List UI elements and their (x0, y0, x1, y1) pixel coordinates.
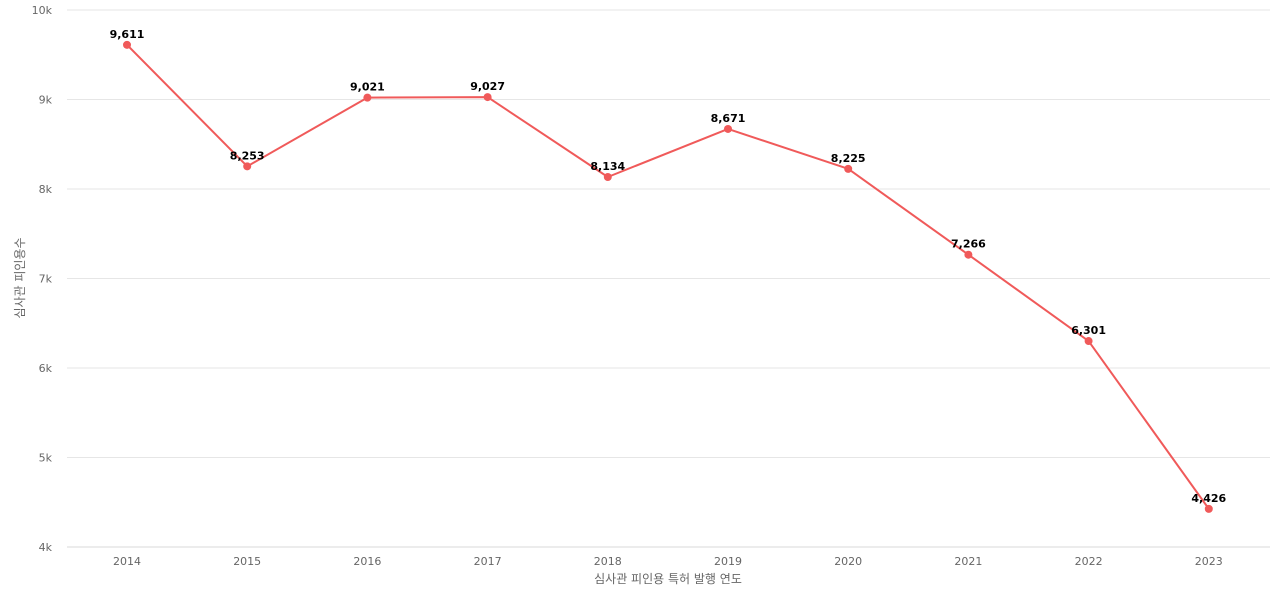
y-axis-ticks: 4k 5k 6k 7k 8k 9k 10k (32, 4, 53, 554)
data-point[interactable] (1204, 504, 1213, 513)
x-tick-label: 2016 (353, 555, 381, 568)
x-tick-label: 2022 (1075, 555, 1103, 568)
data-point[interactable] (1084, 337, 1093, 346)
data-point[interactable] (483, 93, 492, 102)
data-label: 8,671 (711, 112, 746, 125)
y-axis-title: 심사관 피인용수 (13, 237, 27, 318)
x-tick-label: 2019 (714, 555, 742, 568)
data-point[interactable] (724, 124, 732, 133)
data-label: 9,021 (350, 81, 385, 94)
y-tick-label: 10k (32, 4, 53, 17)
y-tick-label: 5k (39, 452, 53, 465)
x-axis-ticks: 2014 2015 2016 2017 2018 2019 2020 2021 2022 2023 (113, 555, 1223, 568)
data-label: 6,301 (1071, 324, 1106, 337)
data-label: 8,134 (590, 160, 625, 173)
data-label: 8,225 (831, 152, 866, 165)
data-point[interactable] (243, 162, 252, 171)
gridlines (67, 9, 1270, 458)
data-point[interactable] (964, 250, 973, 259)
data-label: 7,266 (951, 238, 986, 251)
y-tick-label: 6k (39, 362, 53, 375)
x-tick-label: 2018 (594, 555, 622, 568)
x-tick-label: 2020 (834, 555, 862, 568)
series-line (126, 44, 1210, 510)
data-label: 9,611 (110, 28, 145, 41)
data-label: 9,027 (470, 80, 505, 93)
data-point[interactable] (123, 40, 131, 49)
data-point[interactable] (603, 173, 612, 182)
data-point[interactable] (844, 164, 853, 173)
x-axis-title: 심사관 피인용 특허 발행 연도 (594, 571, 742, 586)
series-group: 9,611 8,253 9,021 9,027 8,134 8,671 8,225 7,266… (110, 28, 1227, 513)
data-point[interactable] (363, 93, 372, 102)
x-tick-label: 2023 (1195, 555, 1223, 568)
y-tick-label: 8k (39, 183, 53, 196)
data-label: 4,426 (1191, 492, 1226, 505)
x-tick-label: 2017 (474, 555, 502, 568)
x-tick-label: 2021 (954, 555, 982, 568)
data-label: 8,253 (230, 149, 265, 162)
x-tick-label: 2015 (233, 555, 261, 568)
y-tick-label: 9k (39, 94, 53, 107)
x-tick-label: 2014 (113, 555, 141, 568)
y-tick-label: 7k (39, 273, 53, 286)
y-tick-label: 4k (39, 541, 53, 554)
